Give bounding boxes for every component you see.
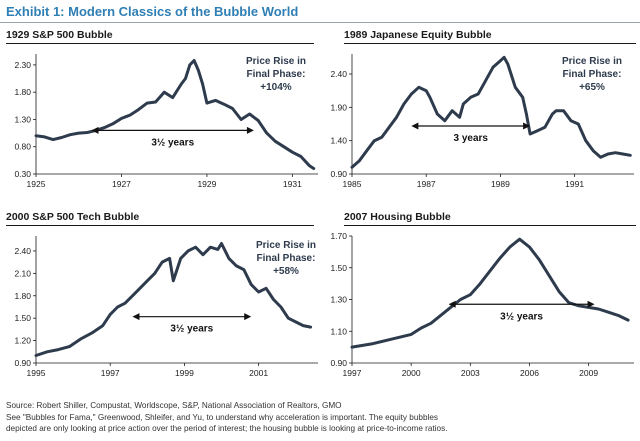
x-tick-label: 1997: [343, 368, 362, 378]
x-tick-label: 2009: [579, 368, 598, 378]
chart-title: 2007 Housing Bubble: [344, 211, 451, 223]
chart-svg: 0.90 1.10 1.30 1.50 1.70 1997 2000 2003 2006 2009…: [330, 231, 634, 378]
x-tick-label: 2003: [461, 368, 480, 378]
x-tick-label: 1985: [343, 179, 362, 189]
x-tick-label: 1929: [197, 179, 216, 189]
annotation-line: +104%: [260, 82, 292, 93]
x-tick-label: 1987: [417, 179, 436, 189]
y-tick-label: 2.10: [14, 268, 31, 278]
annotation-line: Price Rise in: [562, 56, 622, 67]
duration-arrowhead-right: [523, 122, 531, 130]
chart-title-rule: [344, 225, 636, 226]
series-line: [34, 59, 316, 170]
x-tick-label: 2006: [520, 368, 539, 378]
footer-source: Source: Robert Shiller, Compustat, World…: [6, 401, 342, 410]
duration-arrowhead-right: [587, 300, 595, 308]
chart-title-rule: [6, 225, 314, 226]
chart-panel-2007: 2007 Housing Bubble 0.90 1.10 1.30 1.50 1.70…: [322, 208, 640, 383]
duration-label: 3½ years: [151, 137, 194, 148]
chart-title: 1929 S&P 500 Bubble: [6, 29, 113, 41]
x-tick-label: 1927: [112, 179, 131, 189]
y-tick-label: 1.70: [330, 231, 347, 241]
y-tick-label: 0.90: [330, 358, 347, 368]
y-tick-label: 1.80: [14, 87, 31, 97]
chart-panel-1929: 1929 S&P 500 Bubble 0.30 0.80 1.30 1.80 2.30…: [0, 26, 322, 201]
duration-arrowhead-left: [91, 126, 99, 134]
footer: Source: Robert Shiller, Compustat, World…: [6, 400, 636, 435]
y-tick-label: 2.30: [14, 60, 31, 70]
annotation-line: Price Rise in: [246, 56, 306, 67]
annotation-line: +65%: [579, 82, 605, 93]
y-tick-label: 2.40: [14, 246, 31, 256]
duration-arrowhead-left: [132, 313, 140, 321]
x-tick-label: 1931: [283, 179, 302, 189]
x-tick-label: 1995: [27, 368, 46, 378]
y-tick-label: 1.90: [330, 102, 347, 112]
duration-label: 3 years: [453, 133, 488, 144]
y-tick-label: 1.40: [330, 136, 347, 146]
y-tick-label: 0.90: [330, 169, 347, 179]
chart-panel-2000: 2000 S&P 500 Tech Bubble 0.90 1.20 1.50 1.8…: [0, 208, 322, 383]
y-tick-label: 1.80: [14, 291, 31, 301]
y-tick-label: 1.30: [14, 114, 31, 124]
x-tick-label: 1999: [175, 368, 194, 378]
chart-svg: 0.90 1.40 1.90 2.40 1985 1987 1989 1991 3 years P…: [330, 54, 634, 189]
footer-note-line-2: depicted are only looking at price actio…: [6, 424, 448, 433]
x-tick-label: 1989: [491, 179, 510, 189]
y-tick-label: 1.10: [330, 326, 347, 336]
footer-note-line-1: See "Bubbles for Fama," Greenwood, Shlei…: [6, 412, 438, 422]
y-tick-label: 1.20: [14, 336, 31, 346]
chart-svg: 0.90 1.20 1.50 1.80 2.10 2.40 1995 1997 1999 2001…: [14, 236, 318, 378]
y-tick-label: 2.40: [330, 69, 347, 79]
annotation-line: Final Phase:: [563, 69, 622, 80]
chart-svg: 0.30 0.80 1.30 1.80 2.30 1925 1927 1929 1931 3½ y…: [14, 54, 318, 189]
annotation-line: Final Phase:: [247, 69, 306, 80]
duration-arrowhead-left: [448, 300, 456, 308]
annotation-line: Price Rise in: [256, 240, 316, 251]
series-line: [34, 242, 313, 357]
chart-title-rule: [6, 43, 314, 44]
x-tick-label: 1991: [565, 179, 584, 189]
chart-title-rule: [344, 43, 636, 44]
duration-arrowhead-left: [411, 122, 419, 130]
title-divider: [0, 22, 640, 23]
chart-panel-1989: 1989 Japanese Equity Bubble 0.90 1.40 1.90…: [322, 26, 640, 201]
y-tick-label: 0.90: [14, 358, 31, 368]
y-tick-label: 1.50: [330, 263, 347, 273]
x-tick-label: 2001: [249, 368, 268, 378]
duration-label: 3½ years: [170, 324, 213, 335]
y-tick-label: 0.80: [14, 142, 31, 152]
series-line: [350, 55, 632, 169]
x-tick-label: 1997: [101, 368, 120, 378]
x-tick-label: 1925: [27, 179, 46, 189]
annotation-line: +58%: [273, 266, 299, 277]
duration-label: 3½ years: [500, 311, 543, 322]
exhibit-title: Exhibit 1: Modern Classics of the Bubble…: [6, 4, 299, 19]
y-tick-label: 1.30: [330, 295, 347, 305]
duration-arrowhead-right: [244, 313, 252, 321]
y-tick-label: 1.50: [14, 313, 31, 323]
y-tick-label: 0.30: [14, 169, 31, 179]
x-tick-label: 2000: [402, 368, 421, 378]
chart-title: 2000 S&P 500 Tech Bubble: [6, 211, 140, 223]
annotation-line: Final Phase:: [257, 253, 316, 264]
chart-title: 1989 Japanese Equity Bubble: [344, 29, 492, 41]
duration-arrowhead-right: [246, 126, 254, 134]
series-line: [350, 237, 630, 349]
